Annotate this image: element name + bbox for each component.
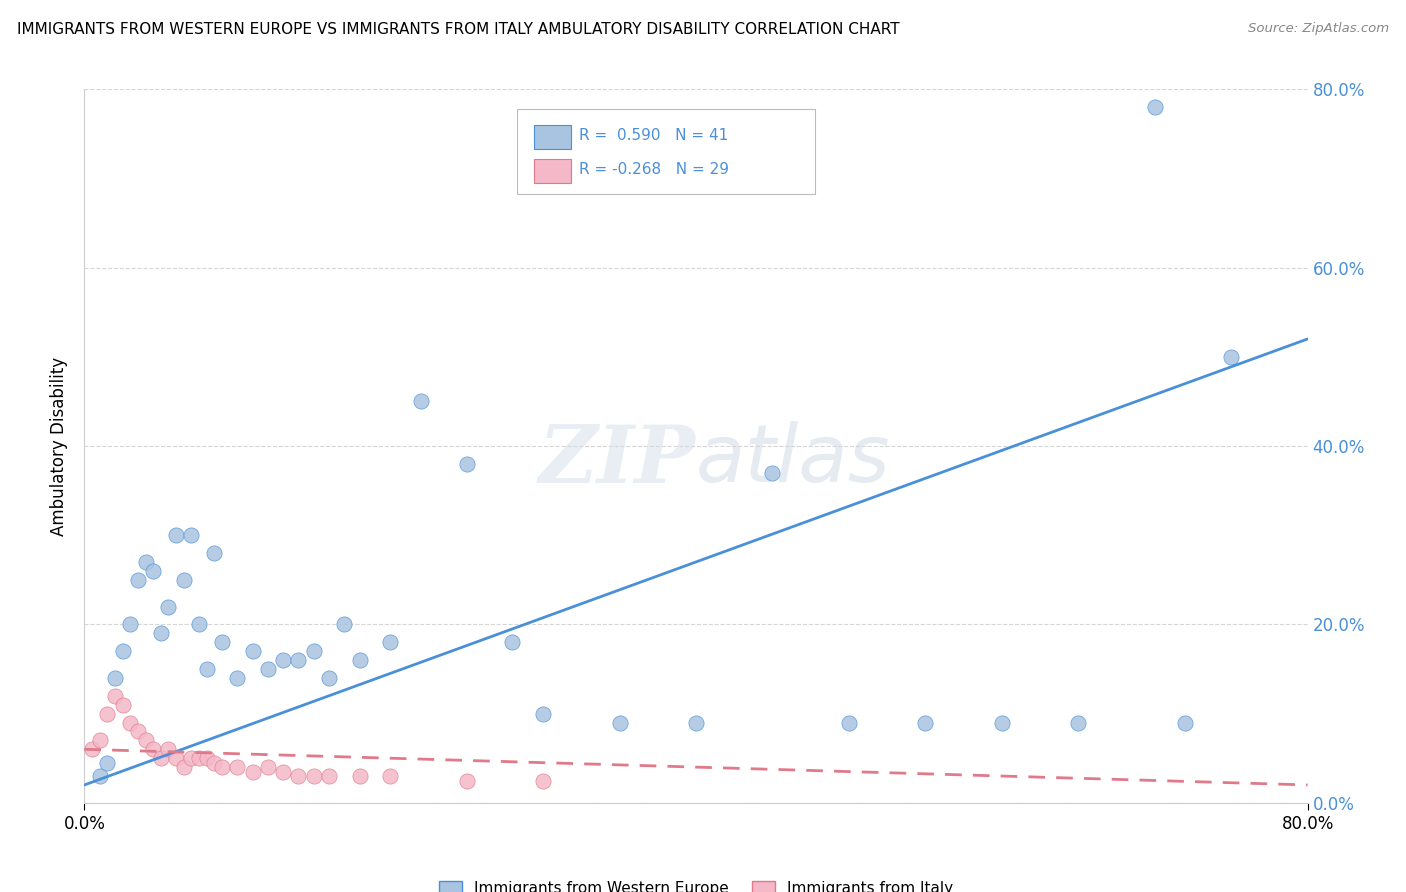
Point	[318, 769, 340, 783]
Text: atlas: atlas	[696, 421, 891, 500]
Point	[149, 626, 172, 640]
Point	[456, 457, 478, 471]
Point	[226, 671, 249, 685]
Point	[333, 617, 356, 632]
Point	[89, 769, 111, 783]
Point	[257, 760, 280, 774]
Point	[685, 715, 707, 730]
Point	[409, 394, 432, 409]
Point	[195, 751, 218, 765]
Point	[242, 644, 264, 658]
Point	[531, 706, 554, 721]
Point	[195, 662, 218, 676]
Text: R =  0.590   N = 41: R = 0.590 N = 41	[579, 128, 728, 143]
Point	[761, 466, 783, 480]
Point	[226, 760, 249, 774]
Point	[80, 742, 103, 756]
Point	[157, 742, 180, 756]
Point	[1067, 715, 1090, 730]
Point	[120, 617, 142, 632]
Point	[149, 751, 172, 765]
Point	[380, 635, 402, 649]
Point	[180, 528, 202, 542]
Text: IMMIGRANTS FROM WESTERN EUROPE VS IMMIGRANTS FROM ITALY AMBULATORY DISABILITY CO: IMMIGRANTS FROM WESTERN EUROPE VS IMMIGR…	[17, 22, 900, 37]
Point	[271, 764, 294, 779]
Point	[96, 706, 118, 721]
Point	[1220, 350, 1243, 364]
Point	[211, 760, 233, 774]
Point	[302, 644, 325, 658]
Point	[89, 733, 111, 747]
Point	[96, 756, 118, 770]
Text: Source: ZipAtlas.com: Source: ZipAtlas.com	[1249, 22, 1389, 36]
Point	[609, 715, 631, 730]
Point	[991, 715, 1014, 730]
Point	[142, 742, 165, 756]
Point	[173, 573, 195, 587]
Point	[188, 751, 211, 765]
Point	[135, 555, 157, 569]
Point	[271, 653, 294, 667]
Point	[120, 715, 142, 730]
Point	[456, 773, 478, 788]
Point	[180, 751, 202, 765]
Point	[1174, 715, 1197, 730]
Point	[287, 653, 309, 667]
Text: ZIP: ZIP	[538, 422, 696, 499]
Text: R = -0.268   N = 29: R = -0.268 N = 29	[579, 161, 728, 177]
Point	[142, 564, 165, 578]
Point	[502, 635, 524, 649]
Point	[165, 528, 187, 542]
Point	[165, 751, 187, 765]
Point	[257, 662, 280, 676]
Point	[211, 635, 233, 649]
Legend: Immigrants from Western Europe, Immigrants from Italy: Immigrants from Western Europe, Immigran…	[433, 875, 959, 892]
Point	[173, 760, 195, 774]
Point	[127, 724, 149, 739]
Point	[349, 653, 371, 667]
Y-axis label: Ambulatory Disability: Ambulatory Disability	[51, 357, 69, 535]
Point	[127, 573, 149, 587]
Point	[380, 769, 402, 783]
Point	[202, 756, 225, 770]
Point	[111, 644, 134, 658]
Point	[287, 769, 309, 783]
Point	[242, 764, 264, 779]
Point	[914, 715, 936, 730]
Point	[104, 671, 127, 685]
Point	[202, 546, 225, 560]
Point	[349, 769, 371, 783]
Point	[188, 617, 211, 632]
Point	[318, 671, 340, 685]
Point	[157, 599, 180, 614]
Point	[135, 733, 157, 747]
Point	[302, 769, 325, 783]
Point	[104, 689, 127, 703]
Point	[1143, 100, 1166, 114]
Point	[111, 698, 134, 712]
Point	[531, 773, 554, 788]
Point	[838, 715, 860, 730]
